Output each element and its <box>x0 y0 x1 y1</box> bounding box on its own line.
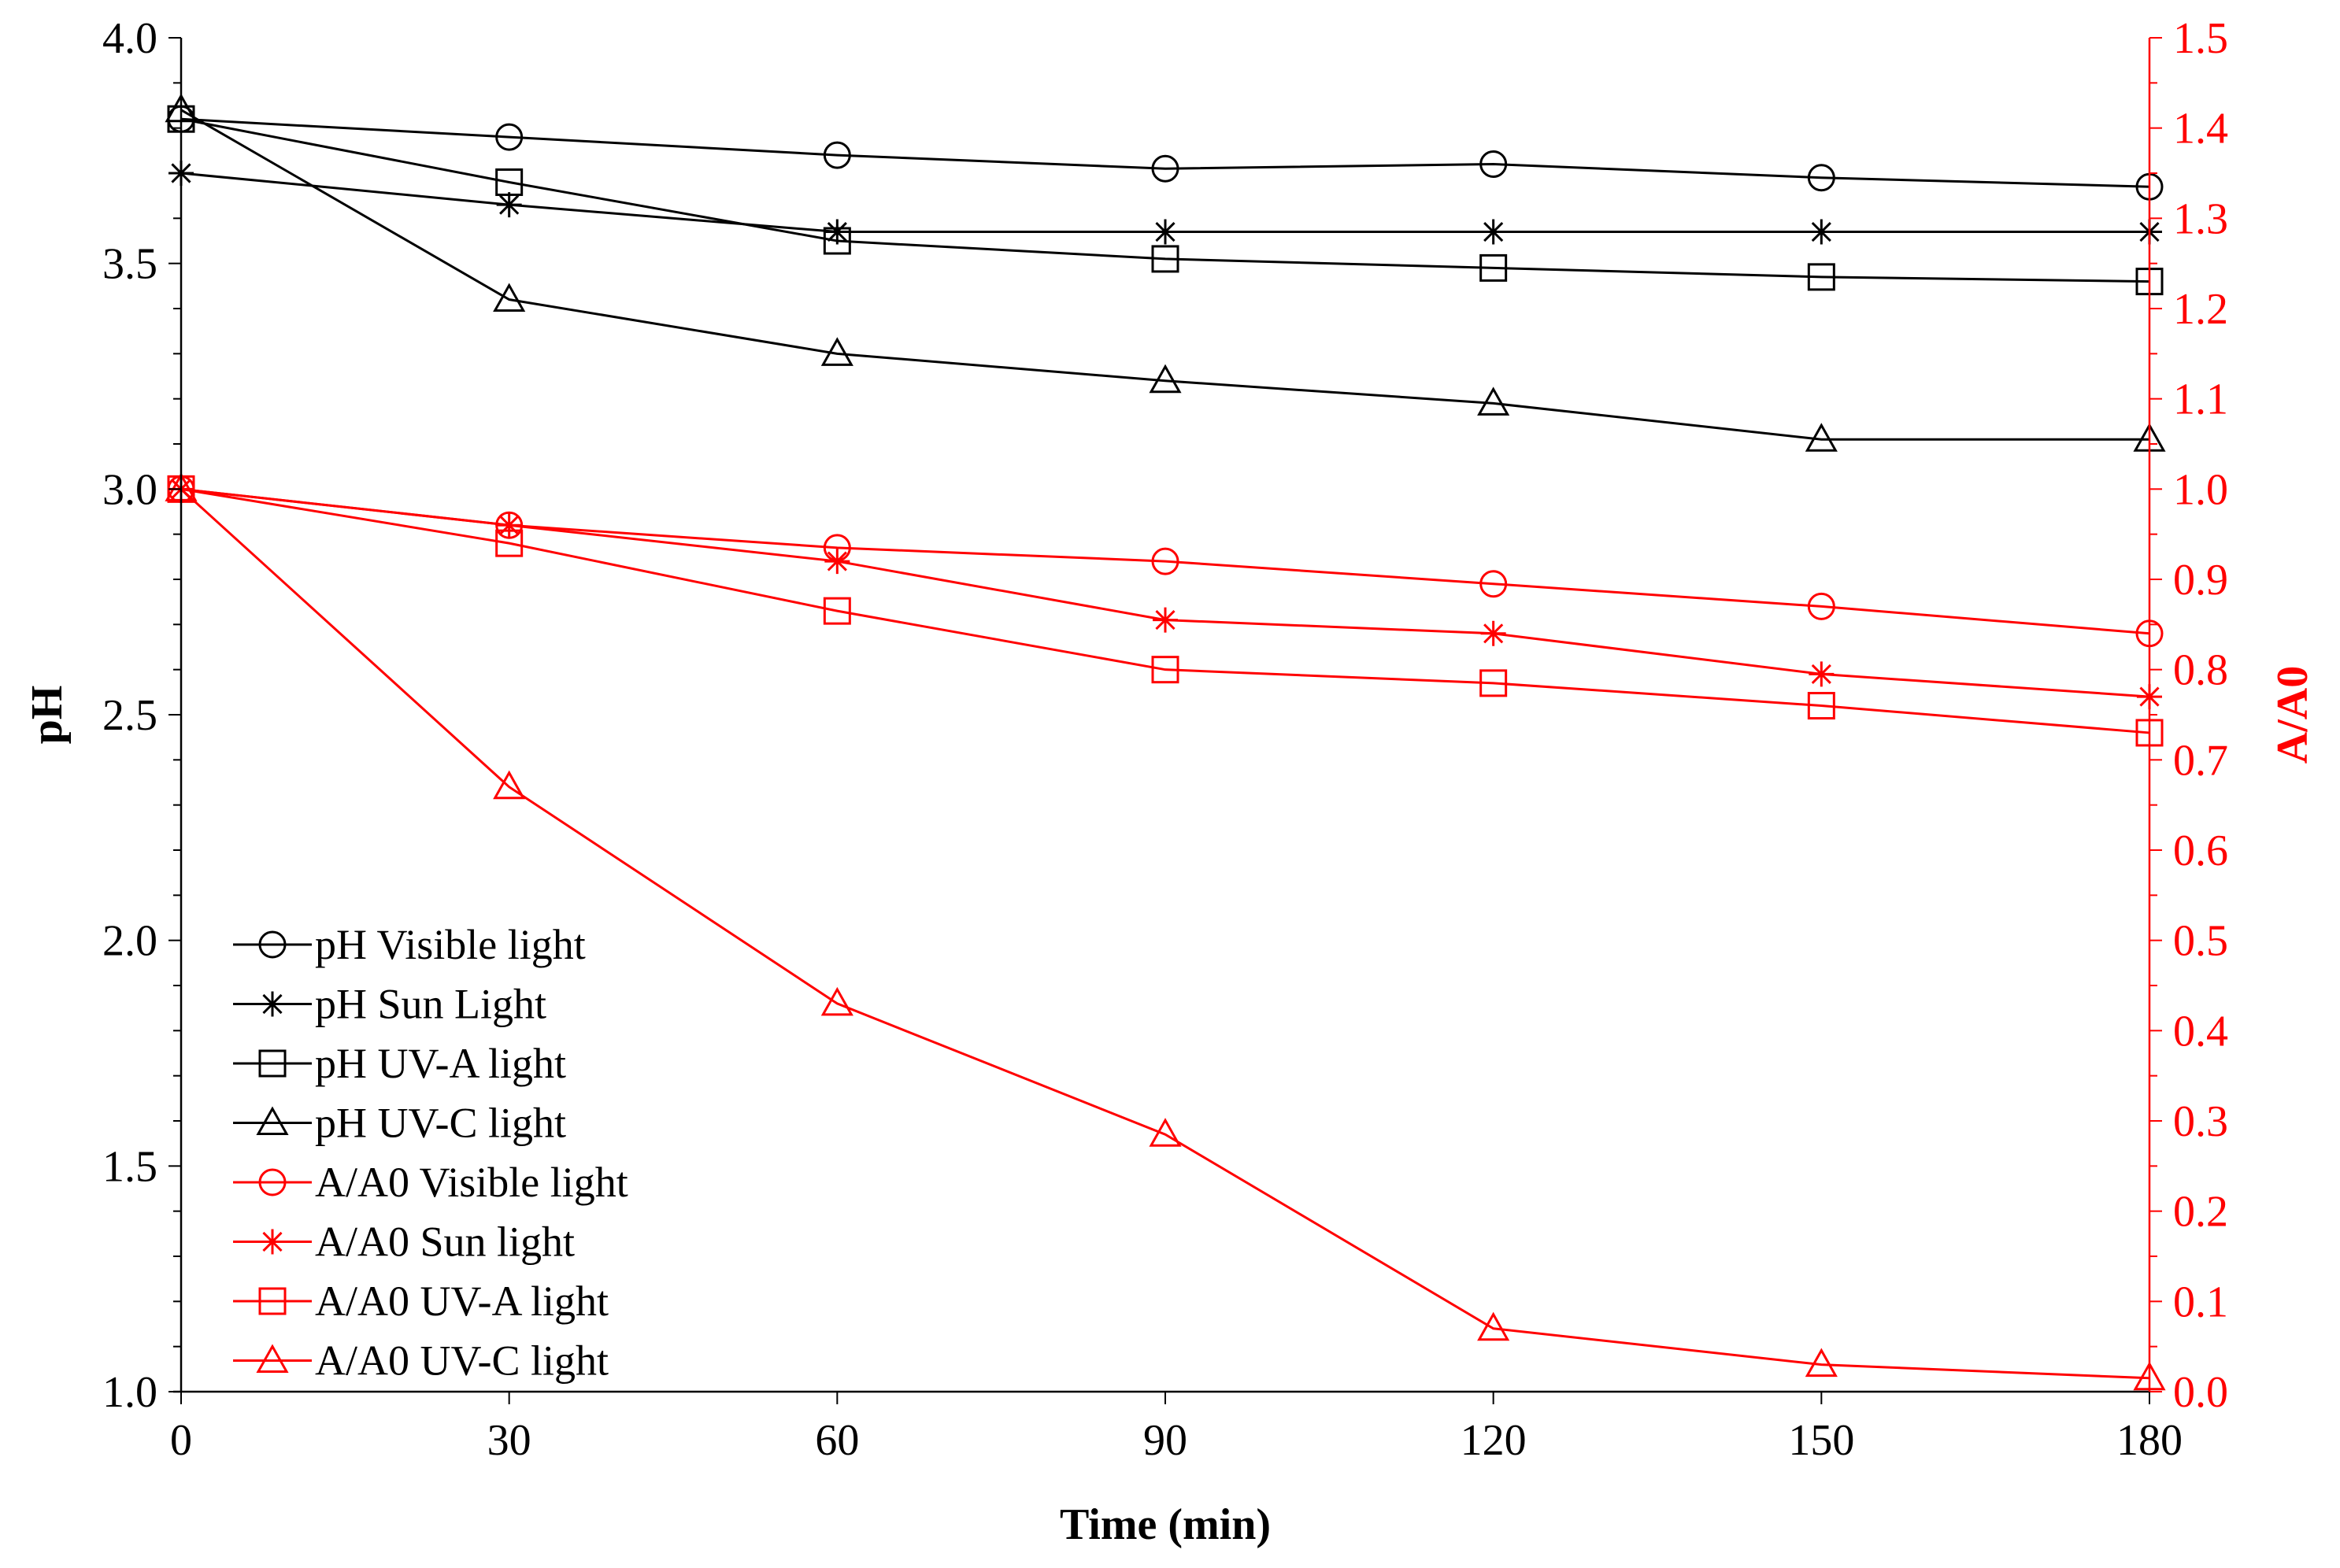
data-point <box>496 192 522 218</box>
legend-marker <box>258 1049 287 1078</box>
y2-tick-label: 0.0 <box>2173 1368 2228 1417</box>
tick-labels: 1.0 1.5 2.0 2.5 3.0 3.5 4.0 0.0 0.1 0.2 0.3 0.4 0.5 0… <box>102 14 2228 1465</box>
y2-tick-label: 0.6 <box>2173 827 2228 875</box>
data-point <box>1149 1118 1182 1147</box>
data-point <box>1807 164 1835 192</box>
data-point <box>824 549 850 575</box>
data-point <box>1807 692 1835 720</box>
legend-label: pH UV-A light <box>315 1040 566 1087</box>
legend-label: A/A0 UV-C light <box>315 1337 609 1385</box>
y2-tick-label: 0.2 <box>2173 1188 2228 1237</box>
data-point <box>823 227 851 255</box>
y2-tick-label: 1.2 <box>2173 285 2228 334</box>
data-point <box>1151 154 1179 183</box>
data-point <box>1153 607 1178 633</box>
y2-axis-title: A/A0 <box>2268 666 2317 764</box>
series-line <box>180 117 2150 283</box>
y-tick-label: 4.0 <box>102 14 157 63</box>
legend-label: A/A0 Sun light <box>315 1219 575 1266</box>
data-point <box>1805 423 1838 452</box>
data-point <box>496 512 522 538</box>
y2-tick-label: 0.5 <box>2173 917 2228 966</box>
legend-marker <box>256 1344 289 1373</box>
data-point <box>824 219 850 245</box>
y-tick-label: 3.0 <box>102 465 157 514</box>
data-point <box>1479 669 1508 697</box>
ticks <box>168 37 2162 1404</box>
x-tick-label: 90 <box>1143 1416 1187 1465</box>
data-point <box>1477 386 1510 416</box>
data-point <box>1151 245 1179 273</box>
data-point <box>495 529 524 557</box>
y-tick-label: 2.5 <box>102 691 157 740</box>
data-point <box>1151 656 1179 684</box>
legend-marker <box>258 1168 287 1196</box>
data-point <box>823 141 851 169</box>
y2-tick-label: 0.1 <box>2173 1278 2228 1326</box>
data-point <box>1809 219 1835 245</box>
legend-marker <box>258 930 287 959</box>
y2-tick-label: 1.3 <box>2173 194 2228 243</box>
legend-label: pH UV-C light <box>315 1100 566 1147</box>
x-tick-label: 120 <box>1461 1416 1527 1465</box>
x-tick-label: 180 <box>2116 1416 2183 1465</box>
y2-tick-label: 0.3 <box>2173 1097 2228 1146</box>
y-tick-label: 1.0 <box>102 1368 157 1417</box>
series-line <box>180 117 2150 188</box>
data-point <box>1807 592 1835 620</box>
y2-tick-label: 0.7 <box>2173 736 2228 785</box>
y2-tick-label: 1.0 <box>2173 465 2228 514</box>
data-point <box>1809 661 1835 687</box>
data-point <box>820 337 853 366</box>
data-point <box>1479 150 1508 179</box>
data-point <box>1480 620 1506 646</box>
legend-marker <box>260 991 285 1017</box>
y-tick-label: 1.5 <box>102 1142 157 1191</box>
y-tick-label: 2.0 <box>102 917 157 966</box>
data-point <box>1807 263 1835 291</box>
x-tick-label: 0 <box>170 1416 192 1465</box>
data-point <box>493 283 526 312</box>
data-point <box>1477 1311 1510 1341</box>
legend-label: A/A0 Visible light <box>315 1159 628 1206</box>
data-point <box>1151 547 1179 575</box>
legend-label: A/A0 UV-A light <box>315 1278 609 1325</box>
data-point <box>1805 1348 1838 1378</box>
y2-tick-label: 1.4 <box>2173 105 2228 153</box>
series-line <box>180 487 2150 698</box>
y2-tick-label: 0.8 <box>2173 646 2228 695</box>
x-axis-title: Time (min) <box>1060 1500 1271 1549</box>
x-tick-label: 30 <box>487 1416 531 1465</box>
legend-marker <box>256 1106 289 1135</box>
x-tick-label: 60 <box>815 1416 859 1465</box>
data-point <box>1153 219 1178 245</box>
y2-tick-label: 1.5 <box>2173 14 2228 63</box>
y2-tick-label: 0.9 <box>2173 556 2228 605</box>
legend-label: pH Sun Light <box>315 981 546 1028</box>
data-point <box>493 770 526 800</box>
legend: pH Visible light pH Sun Light pH UV-A ligh… <box>233 921 628 1385</box>
legend-marker <box>258 1287 287 1315</box>
series-line <box>180 488 2150 1380</box>
y-tick-label: 3.5 <box>102 240 157 289</box>
data-point <box>1480 219 1506 245</box>
x-tick-label: 150 <box>1788 1416 1854 1465</box>
data-point <box>1479 253 1508 282</box>
data-point <box>495 123 524 151</box>
data-point <box>495 168 524 196</box>
data-point <box>1149 364 1182 394</box>
data-point <box>823 597 851 625</box>
series-line <box>180 487 2150 734</box>
y2-tick-label: 1.1 <box>2173 375 2228 424</box>
y-axis-title: pH <box>23 686 72 745</box>
series-line <box>180 109 2149 441</box>
data-point <box>1479 570 1508 598</box>
data-point <box>820 986 853 1016</box>
legend-marker <box>260 1229 285 1255</box>
y2-tick-label: 0.4 <box>2173 1007 2228 1056</box>
legend-label: pH Visible light <box>315 921 586 968</box>
